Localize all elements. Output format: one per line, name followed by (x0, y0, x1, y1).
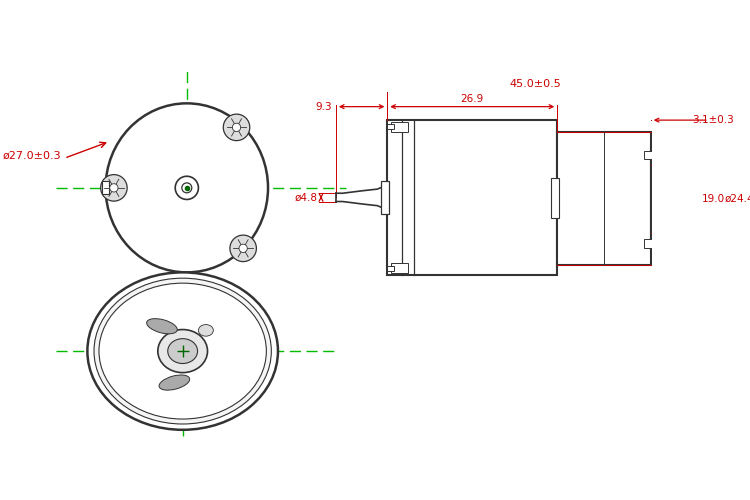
Circle shape (230, 235, 256, 262)
Bar (102, 181, 109, 194)
Text: 19.0: 19.0 (702, 194, 725, 204)
Circle shape (182, 183, 192, 193)
Circle shape (239, 244, 248, 252)
Bar (644, 150, 652, 159)
Bar (651, 146, 684, 252)
Ellipse shape (88, 272, 278, 430)
Circle shape (662, 227, 674, 238)
Text: ø24.4: ø24.4 (724, 193, 750, 203)
Ellipse shape (168, 338, 197, 363)
Ellipse shape (106, 104, 268, 272)
Bar (387, 266, 394, 270)
Bar (381, 181, 389, 214)
Text: 45.0±0.5: 45.0±0.5 (510, 80, 562, 90)
Ellipse shape (94, 278, 272, 424)
Circle shape (100, 174, 128, 201)
Text: ø27.0±0.3: ø27.0±0.3 (3, 150, 62, 160)
Circle shape (224, 114, 250, 140)
Text: 26.9: 26.9 (460, 94, 484, 104)
Circle shape (662, 160, 674, 171)
Text: 3.1±0.3: 3.1±0.3 (692, 115, 734, 125)
Circle shape (232, 123, 241, 132)
Bar (644, 239, 652, 248)
Ellipse shape (147, 318, 177, 334)
Ellipse shape (158, 330, 208, 372)
Circle shape (110, 184, 118, 192)
Bar (550, 178, 559, 218)
Ellipse shape (199, 324, 213, 336)
Circle shape (176, 176, 199, 200)
Text: ø4.8: ø4.8 (295, 192, 318, 202)
Text: 9.3: 9.3 (315, 102, 332, 112)
Bar (387, 124, 394, 129)
Bar (392, 264, 408, 273)
Bar (387, 120, 557, 275)
Bar (557, 132, 651, 265)
Bar (392, 122, 408, 132)
Ellipse shape (159, 375, 190, 390)
Ellipse shape (99, 283, 266, 419)
